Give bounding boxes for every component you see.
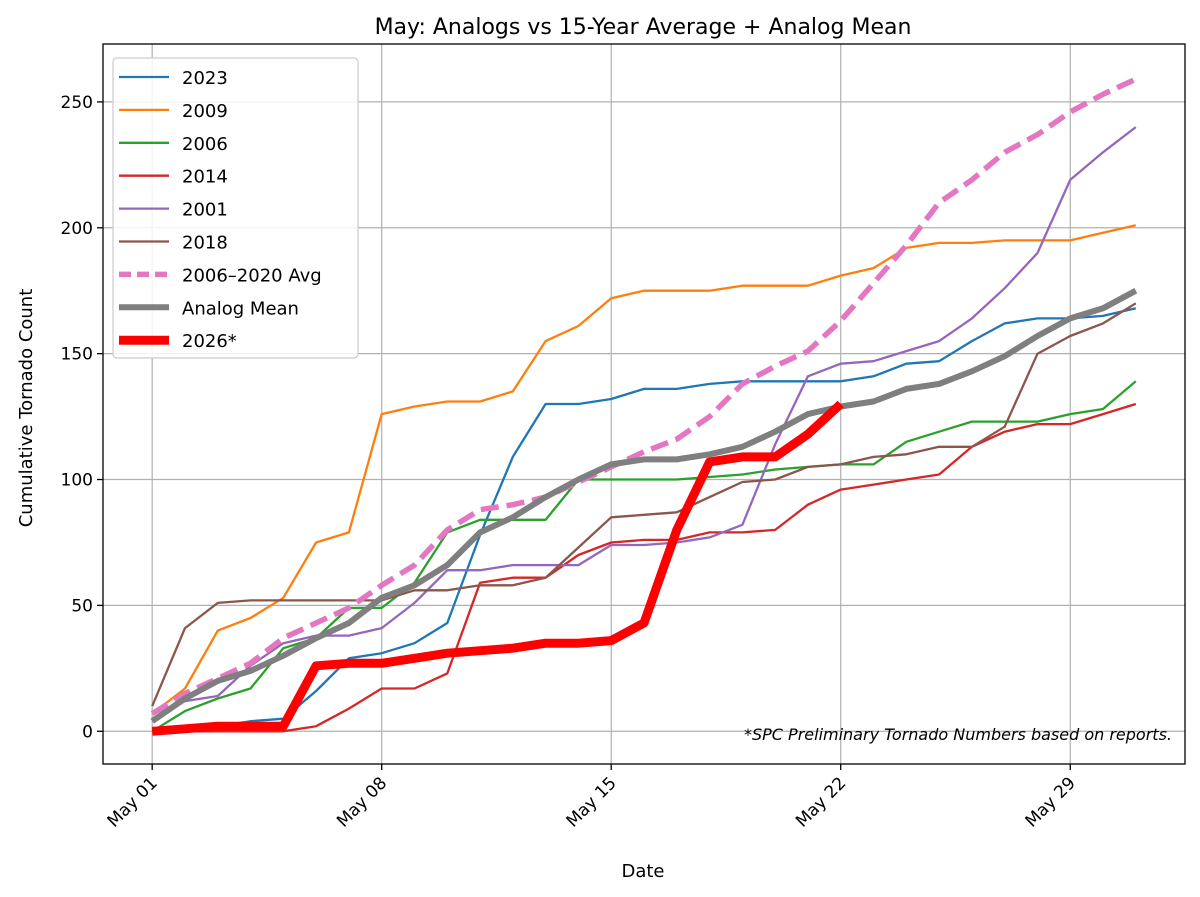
y-tick-label: 100	[61, 471, 93, 491]
x-tick-label: May 15	[563, 773, 621, 831]
y-axis-label: Cumulative Tornado Count	[16, 289, 37, 528]
y-tick-label: 0	[82, 722, 93, 742]
series-layer	[150, 76, 1138, 736]
y-tick-label: 200	[61, 219, 93, 239]
legend-label: 2014	[182, 167, 228, 188]
legend-label: 2018	[182, 233, 228, 254]
x-tick-label: May 08	[333, 773, 391, 831]
series-line-2018	[151, 302, 1137, 707]
series-line-2009	[151, 224, 1137, 715]
series-line-analog-mean	[150, 288, 1138, 724]
series-line-2006-2020-avg	[150, 76, 1137, 717]
chart-annotation: *SPC Preliminary Tornado Numbers based o…	[744, 725, 1172, 744]
series-line-2023	[152, 307, 1137, 733]
legend-box	[112, 57, 359, 359]
chart-title: May: Analogs vs 15-Year Average + Analog…	[375, 15, 912, 40]
legend-label: Analog Mean	[182, 298, 299, 319]
legend-label: 2009	[182, 101, 228, 122]
y-tick-label: 150	[61, 345, 93, 365]
x-tick-label: May 29	[1022, 773, 1080, 831]
legend: 2023 2009 2006 2014 2001 2018 2006–2020 Avg Ana…	[112, 57, 359, 359]
legend-label: 2001	[182, 200, 228, 221]
legend-label: 2023	[182, 68, 228, 89]
series-line-2006	[151, 380, 1137, 733]
y-tick-label: 50	[71, 596, 93, 616]
legend-label: 2006–2020 Avg	[182, 265, 322, 286]
legend-label: 2006	[182, 134, 228, 155]
series-line-2026	[151, 400, 844, 736]
x-axis-label: Date	[621, 861, 664, 882]
x-tick-label: May 22	[792, 773, 850, 831]
y-tick-label: 250	[61, 93, 93, 113]
legend-label: 2026*	[182, 331, 237, 352]
x-tick-label: May 01	[104, 773, 162, 831]
axes-frame	[102, 43, 1186, 765]
